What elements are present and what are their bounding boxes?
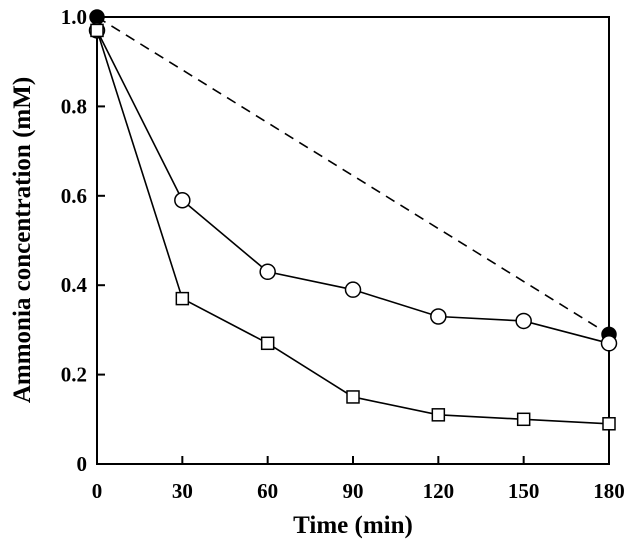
x-tick-label: 120 [423, 479, 455, 503]
series-layer [88, 9, 618, 431]
data-point [431, 408, 446, 422]
data-point [602, 417, 616, 431]
y-tick-label: 0.2 [61, 363, 87, 387]
series-line [96, 16, 610, 336]
tick-labels: 0 30 60 90 120 150 180 0 0.2 0.4 0.6 0.8 1.0 [61, 5, 625, 503]
data-point [89, 9, 105, 25]
data-point [174, 192, 191, 209]
series-3 [90, 23, 616, 431]
data-point [346, 390, 360, 404]
y-tick-label: 1.0 [61, 5, 87, 29]
data-point [175, 291, 190, 306]
y-tick-label: 0.8 [61, 94, 87, 118]
data-point [90, 23, 104, 38]
y-tick-label: 0.4 [61, 273, 88, 297]
y-axis-title: Ammonia concentration (mM) [9, 77, 36, 403]
data-point [259, 263, 276, 281]
x-tick-label: 150 [508, 479, 540, 503]
x-tick-label: 0 [92, 479, 103, 503]
y-tick-label: 0 [77, 452, 88, 476]
x-tick-label: 180 [593, 479, 625, 503]
data-point [260, 336, 275, 351]
x-tick-label: 60 [257, 479, 278, 503]
data-point [430, 308, 447, 325]
series-2 [88, 22, 618, 352]
series-line [96, 30, 610, 425]
data-point [600, 335, 618, 352]
x-tick-label: 30 [172, 479, 193, 503]
y-tick-label: 0.6 [61, 184, 87, 208]
x-tick-label: 90 [343, 479, 364, 503]
data-point [344, 281, 362, 298]
x-axis-title: Time (min) [293, 512, 413, 539]
data-point [516, 412, 531, 427]
data-point [515, 312, 532, 330]
